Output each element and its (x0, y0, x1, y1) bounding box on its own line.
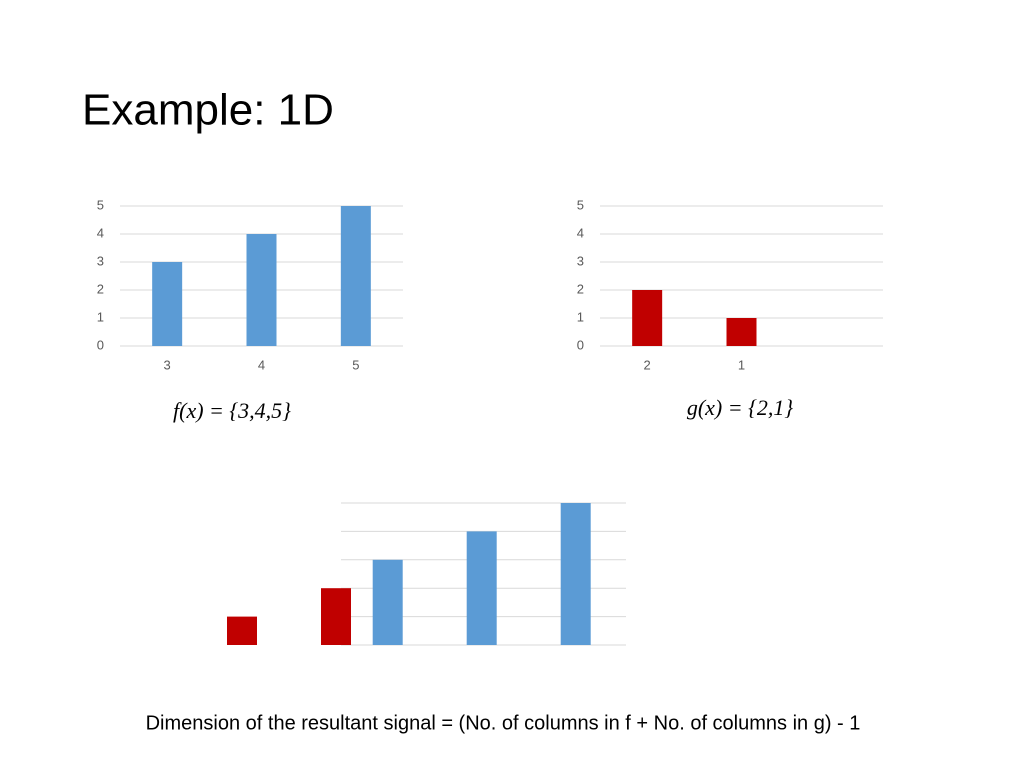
x-tick-label: 1 (738, 357, 745, 372)
x-tick-label: 5 (352, 357, 359, 372)
y-tick-label: 0 (97, 337, 104, 352)
y-tick-label: 2 (97, 281, 104, 296)
bar (246, 234, 277, 346)
x-tick-label: 2 (644, 357, 651, 372)
caption: Dimension of the resultant signal = (No.… (146, 712, 861, 734)
bar (466, 531, 497, 645)
bar (321, 588, 351, 645)
bar (227, 616, 257, 645)
formula: g(x) = {2,1} (687, 395, 794, 420)
y-tick-label: 3 (97, 253, 104, 268)
x-tick-label: 4 (258, 357, 265, 372)
y-tick-label: 5 (97, 197, 104, 212)
slide-title: Example: 1D (82, 86, 334, 135)
bar (726, 318, 757, 346)
y-tick-label: 5 (577, 197, 584, 212)
y-tick-label: 4 (97, 225, 104, 240)
bar (372, 559, 403, 645)
bar (152, 262, 183, 346)
bar (632, 290, 663, 346)
formula: f(x) = {3,4,5} (173, 398, 291, 423)
x-tick-label: 3 (164, 357, 171, 372)
y-tick-label: 1 (97, 309, 104, 324)
bar (560, 503, 591, 645)
y-tick-label: 3 (577, 253, 584, 268)
y-tick-label: 0 (577, 337, 584, 352)
y-tick-label: 4 (577, 225, 584, 240)
y-tick-label: 1 (577, 309, 584, 324)
bar (340, 206, 371, 346)
y-tick-label: 2 (577, 281, 584, 296)
